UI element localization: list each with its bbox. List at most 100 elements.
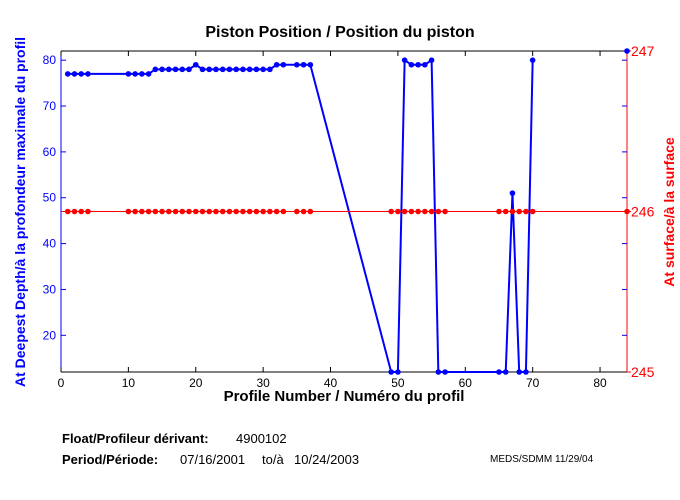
data-point [132,208,138,215]
data-point [253,66,260,73]
data-point [280,61,287,68]
y-right-tick-label: 245 [631,364,655,380]
data-point [294,61,300,68]
data-point [415,208,421,215]
y-tick-label: 20 [43,328,57,342]
x-tick-label: 40 [324,376,338,390]
data-point [199,66,206,73]
data-point [273,208,280,215]
data-point [442,369,448,375]
credit: MEDS/SDMM 11/29/04 [490,454,594,465]
data-point [273,61,280,68]
period-to: to/à [262,452,284,467]
data-point [502,369,509,375]
data-point [233,208,239,215]
data-point [516,369,522,375]
data-point [213,208,219,215]
data-point [267,208,273,215]
data-point [300,61,307,68]
period-start: 07/16/2001 [180,452,246,467]
x-tick-label: 80 [593,376,607,390]
data-point [523,369,529,375]
data-point [294,208,300,215]
data-point [192,208,199,215]
y-tick-label: 40 [43,237,57,251]
data-point [240,66,246,73]
data-point [206,208,213,215]
data-point [199,208,206,215]
data-point [179,66,186,73]
data-point [435,208,442,215]
data-point [496,208,502,215]
data-point [226,208,233,215]
data-point [408,208,415,215]
data-point [206,66,213,73]
data-point [435,369,442,375]
data-point [260,66,266,73]
data-point [280,208,287,215]
data-point [186,66,192,73]
chart-title: Piston Position / Position du piston [205,24,475,41]
x-tick-label: 70 [526,376,540,390]
data-point [307,61,314,68]
y-right-tick-label: 246 [631,204,655,220]
data-point [395,208,401,215]
data-point [125,208,132,215]
period-end: 10/24/2003 [294,452,360,467]
y-tick-label: 70 [43,99,57,113]
data-point [422,61,428,68]
data-point [246,208,253,215]
data-point [395,369,401,375]
data-point [401,208,408,215]
x-tick-label: 50 [391,376,405,390]
data-point [78,208,85,215]
data-point [159,66,165,73]
y-right-axis-label: At surface/à la surface [661,137,677,287]
x-axis-label: Profile Number / Numéro du profil [223,388,465,405]
data-point [166,66,172,73]
data-point [166,208,172,215]
data-point [307,208,314,215]
data-point [415,61,421,68]
data-point [78,71,85,77]
data-point [401,57,408,63]
data-point [152,208,159,215]
x-tick-label: 60 [459,376,473,390]
data-point [71,71,78,77]
data-point [442,208,448,215]
data-point [502,208,509,215]
x-tick-label: 30 [256,376,270,390]
period-label: Period/Période: [62,452,159,467]
data-point [152,66,159,73]
float-label: Float/Profileur dérivant: [62,431,209,446]
data-point [624,48,630,54]
data-point [240,208,246,215]
data-point [226,66,233,73]
float-value: 4900102 [236,431,287,446]
data-point [516,208,522,215]
data-point [428,208,435,215]
data-point [246,66,253,73]
data-point [125,71,132,77]
y-tick-label: 60 [43,145,57,159]
data-point [388,208,394,215]
data-point [85,71,91,77]
data-point [267,66,273,73]
data-point [408,61,415,68]
x-tick-label: 20 [189,376,203,390]
data-point [260,208,266,215]
data-point [139,71,145,77]
data-point [213,66,219,73]
data-point [253,208,260,215]
data-point [172,208,179,215]
data-point [71,208,78,215]
data-point [172,66,179,73]
data-point [85,208,91,215]
data-point [192,61,199,68]
x-tick-label: 0 [58,376,65,390]
data-point [523,208,529,215]
data-point [64,71,71,77]
data-point [422,208,428,215]
y-tick-label: 30 [43,282,57,296]
